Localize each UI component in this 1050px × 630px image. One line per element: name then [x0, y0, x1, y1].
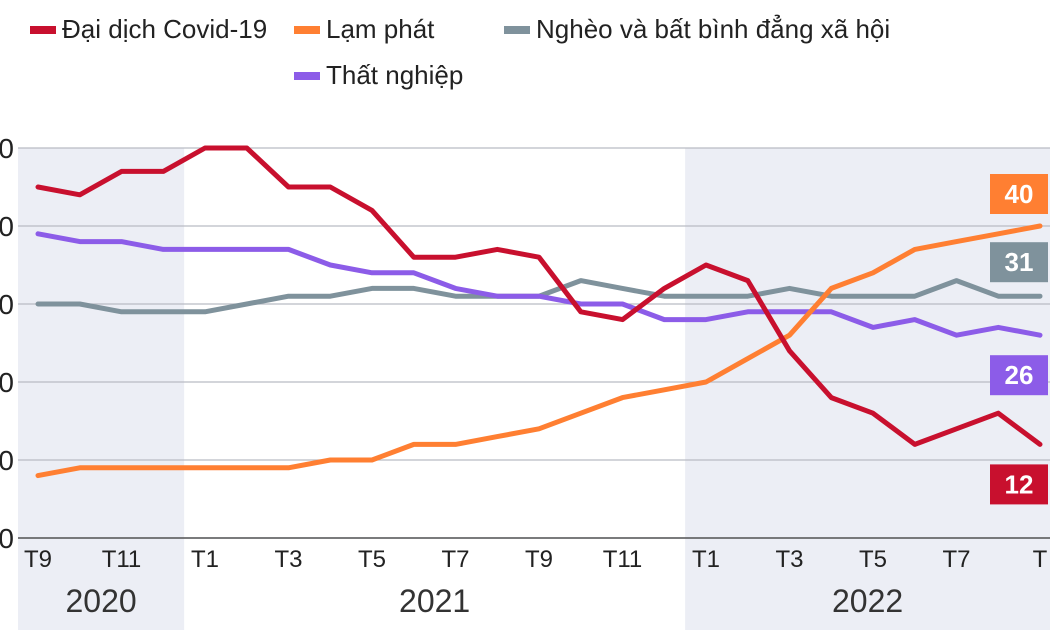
year-label-2020: 2020	[65, 583, 136, 619]
series-line-1	[35, 223, 1043, 479]
x-tick-label: T5	[358, 546, 386, 573]
end-label-2: 31	[990, 242, 1048, 283]
legend-item-2: Nghèo và bất bình đẳng xã hội	[504, 13, 890, 44]
legend-swatch	[504, 26, 530, 34]
end-label-box	[990, 174, 1048, 214]
end-label-value: 40	[1005, 179, 1034, 209]
x-tick-label: T9	[525, 546, 553, 573]
series-line-3	[35, 231, 1043, 338]
legend-label: Nghèo và bất bình đẳng xã hội	[536, 13, 890, 44]
legend-item-3: Thất nghiệp	[294, 60, 463, 90]
x-tick-label: T3	[775, 546, 803, 573]
legend-item-1: Lạm phát	[294, 14, 435, 44]
legend-label: Thất nghiệp	[326, 60, 463, 90]
x-tick-label: T7	[441, 546, 469, 573]
end-label-box	[990, 355, 1048, 396]
x-tick-label: T11	[603, 546, 643, 573]
end-label-box	[990, 242, 1048, 283]
legend-swatch	[294, 26, 320, 34]
x-tick-label: T1	[692, 546, 720, 573]
x-tick-label: T5	[859, 546, 887, 573]
year-band-2022	[685, 148, 1050, 630]
end-label-3: 26	[990, 355, 1048, 396]
y-tick-label: 0	[0, 289, 14, 320]
x-tick-label: T	[1033, 546, 1048, 573]
legend-swatch	[30, 26, 56, 34]
x-tick-label: T1	[191, 546, 219, 573]
end-label-value: 26	[1005, 360, 1034, 390]
end-label-value: 31	[1005, 247, 1034, 277]
x-tick-label: T9	[24, 546, 52, 573]
y-tick-label: 0	[0, 211, 14, 242]
y-tick-label: 0	[0, 523, 14, 554]
legend-item-0: Đại dịch Covid-19	[30, 14, 267, 44]
legend-swatch	[294, 72, 320, 80]
end-label-0: 12	[990, 464, 1048, 505]
year-band-2020	[18, 148, 185, 630]
year-label-2021: 2021	[399, 583, 470, 619]
y-tick-label: 0	[0, 367, 14, 398]
x-tick-label: T3	[274, 546, 302, 573]
end-label-1: 40	[990, 174, 1048, 214]
y-tick-label: 0	[0, 133, 14, 164]
end-label-box	[990, 464, 1048, 505]
x-tick-label: T11	[102, 546, 142, 573]
year-label-2022: 2022	[832, 583, 903, 619]
end-label-value: 12	[1005, 469, 1034, 499]
series-line-0	[35, 145, 1043, 447]
y-tick-label: 0	[0, 445, 14, 476]
legend-label: Lạm phát	[326, 14, 435, 44]
legend-label: Đại dịch Covid-19	[62, 14, 267, 44]
x-tick-label: T7	[942, 546, 970, 573]
